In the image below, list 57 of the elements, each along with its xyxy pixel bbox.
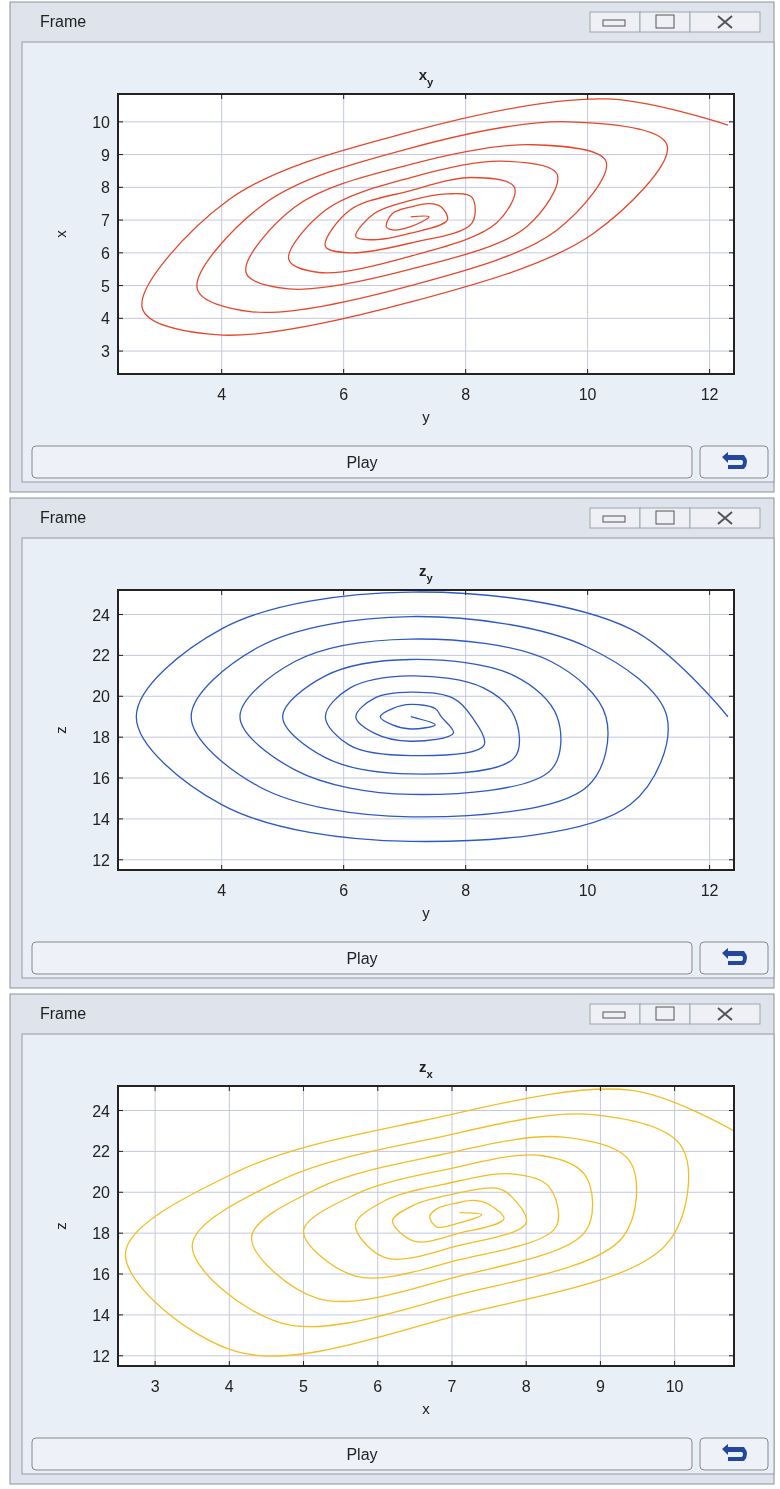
x-tick-label: 8	[461, 882, 471, 899]
text: Frame	[40, 13, 87, 30]
x-tick-label: 12	[700, 386, 719, 403]
y-tick-label: 10	[92, 113, 111, 131]
x-tick-label: 6	[339, 882, 349, 899]
chart-title: z$_{x}$	[419, 1058, 434, 1080]
x-tick-label: 4	[224, 1378, 234, 1395]
y-tick-label: 7	[101, 212, 111, 230]
y-tick-label: 9	[101, 146, 111, 164]
y-axis-title: z	[52, 1222, 69, 1230]
x-tick-label: 10	[578, 882, 597, 899]
y-tick-label: 20	[92, 688, 111, 706]
y-tick-label: 20	[92, 1184, 111, 1202]
y-tick-label: 18	[92, 729, 111, 747]
x-tick-label: 8	[461, 386, 471, 403]
x-tick-label: 10	[665, 1378, 684, 1395]
text: Play	[346, 454, 378, 471]
y-tick-label: 12	[92, 851, 111, 869]
line-series	[141, 98, 729, 336]
y-tick-label: 16	[92, 770, 111, 788]
y-tick-label: 4	[101, 310, 111, 328]
x-tick-label: 4	[217, 386, 227, 403]
y-tick-label: 3	[101, 343, 111, 361]
chart-title: z$_{y}$	[419, 562, 434, 584]
y-axis-title: x	[52, 229, 69, 238]
text: Play	[346, 950, 378, 967]
y-tick-label: 14	[92, 810, 111, 828]
y-tick-label: 12	[92, 1347, 111, 1365]
x-axis-title: y	[422, 408, 431, 425]
y-tick-label: 18	[92, 1225, 111, 1243]
text: Frame	[40, 1005, 87, 1022]
text: Play	[346, 1446, 378, 1463]
text: Frame	[40, 509, 87, 526]
y-tick-label: 8	[101, 179, 111, 197]
y-tick-label: 6	[101, 244, 111, 262]
x-tick-label: 6	[339, 386, 349, 403]
y-tick-label: 22	[92, 647, 111, 665]
x-axis-title: x	[422, 1400, 431, 1417]
x-tick-label: 7	[447, 1378, 457, 1395]
y-tick-label: 14	[92, 1306, 111, 1324]
x-tick-label: 12	[700, 882, 719, 899]
x-tick-label: 8	[521, 1378, 531, 1395]
y-tick-label: 16	[92, 1266, 111, 1284]
y-tick-label: 22	[92, 1143, 111, 1161]
x-tick-label: 10	[578, 386, 597, 403]
y-tick-label: 24	[92, 606, 111, 624]
y-tick-label: 24	[92, 1102, 111, 1120]
y-axis-title: z	[52, 726, 69, 734]
x-axis-title: y	[422, 904, 431, 921]
x-tick-label: 4	[217, 882, 227, 899]
y-tick-label: 5	[101, 277, 111, 295]
x-tick-label: 5	[299, 1378, 309, 1395]
x-tick-label: 3	[150, 1378, 160, 1395]
x-tick-label: 6	[373, 1378, 383, 1395]
x-tick-label: 9	[595, 1378, 605, 1395]
chart-title: x$_{y}$	[418, 66, 435, 88]
line-series	[135, 591, 729, 843]
